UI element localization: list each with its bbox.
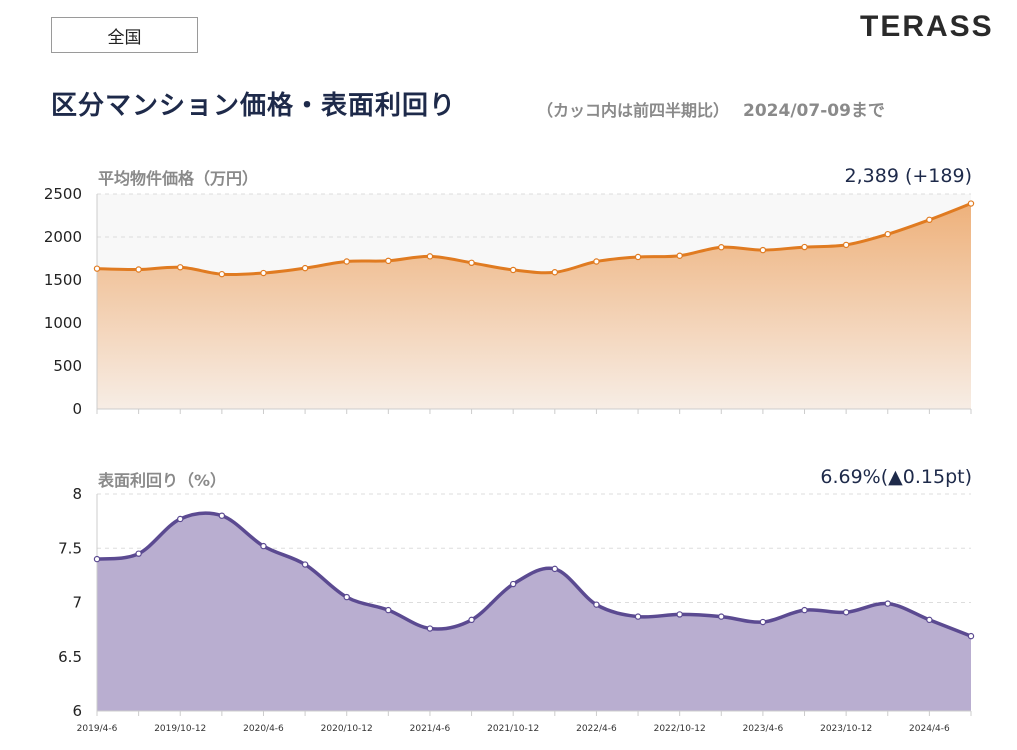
data-point [135, 550, 142, 557]
data-point [385, 257, 392, 265]
data-point [551, 565, 559, 573]
y-tick-label: 7 [72, 594, 82, 612]
data-point [676, 252, 683, 259]
data-point [93, 555, 101, 563]
yield-latest-value: 6.69%(▲0.15pt) [820, 466, 972, 488]
data-point [426, 625, 434, 632]
region-selector[interactable]: 全国 [51, 17, 198, 53]
page-title: 区分マンション価格・表面利回り [51, 91, 457, 121]
as-of-date: 2024/07-09まで [743, 101, 885, 121]
x-tick-label: 2019/4-6 [77, 724, 118, 734]
y-tick-label: 500 [53, 357, 82, 375]
data-point [634, 253, 642, 261]
terass-logo: TERASS [860, 10, 994, 43]
data-point [177, 264, 184, 271]
data-point [218, 512, 226, 519]
y-tick-label: 1000 [44, 314, 82, 332]
y-tick-label: 7.5 [58, 539, 82, 557]
data-point [468, 616, 475, 624]
y-tick-label: 2000 [44, 228, 82, 246]
data-point [301, 561, 309, 568]
data-point [468, 259, 475, 266]
y-tick-label: 6 [72, 702, 82, 720]
x-tick-label: 2020/4-6 [243, 724, 284, 734]
y-tick-label: 0 [72, 400, 82, 418]
data-point [343, 593, 350, 601]
y-tick-label: 8 [72, 485, 82, 503]
data-point [759, 246, 767, 254]
data-point [385, 606, 392, 614]
data-point [634, 613, 642, 620]
data-point [676, 611, 683, 618]
data-point [801, 243, 808, 251]
data-point [926, 216, 933, 223]
data-point [135, 266, 142, 273]
series-area [97, 513, 971, 711]
x-tick-label: 2022/4-6 [576, 724, 617, 734]
data-point [593, 258, 600, 265]
series-area [97, 203, 971, 409]
y-tick-label: 1500 [44, 271, 82, 289]
data-point [842, 609, 850, 616]
y-tick-label: 2500 [44, 185, 82, 203]
data-point [759, 618, 767, 626]
x-tick-label: 2023/4-6 [743, 724, 784, 734]
data-point [343, 258, 350, 265]
y-tick-label: 6.5 [58, 648, 82, 666]
data-point [218, 270, 226, 278]
data-point [842, 241, 850, 249]
x-tick-label: 2024/4-6 [909, 724, 950, 734]
x-tick-label: 2021/10-12 [487, 724, 539, 734]
price-latest-value: 2,389 (+189) [844, 165, 972, 187]
data-point [301, 264, 309, 272]
data-point [593, 601, 600, 608]
x-tick-label: 2022/10-12 [654, 724, 706, 734]
data-point [93, 265, 101, 272]
yield-chart-title: 表面利回り（%） [98, 471, 227, 490]
comparison-note: （カッコ内は前四半期比） [537, 101, 730, 120]
x-tick-label: 2021/4-6 [410, 724, 451, 734]
x-tick-label: 2023/10-12 [820, 724, 872, 734]
data-point [967, 200, 975, 207]
data-point [260, 542, 267, 550]
series-line [96, 511, 972, 638]
series-line [96, 202, 972, 277]
data-point [260, 269, 267, 277]
x-tick-label: 2020/10-12 [321, 724, 373, 734]
data-point [551, 269, 559, 276]
data-point [718, 244, 725, 251]
data-point [926, 616, 933, 624]
data-point [884, 600, 891, 607]
data-point [509, 266, 517, 274]
price-chart-title: 平均物件価格（万円） [98, 169, 259, 188]
data-point [967, 632, 975, 640]
data-point [718, 613, 725, 620]
yield-chart: 6 6.5 7 7.5 8 2019/4-6 2019/10-12 2020/4-6 2020/… [58, 485, 975, 734]
page-subtitle: （カッコ内は前四半期比） 2024/07-09まで [537, 96, 885, 121]
price-chart: 0 500 1000 1500 2000 2500 [44, 185, 975, 418]
data-point [884, 230, 891, 238]
data-point [177, 515, 184, 523]
data-point [509, 580, 517, 588]
data-point [801, 606, 808, 614]
data-point [426, 253, 434, 260]
x-tick-label: 2019/10-12 [154, 724, 206, 734]
